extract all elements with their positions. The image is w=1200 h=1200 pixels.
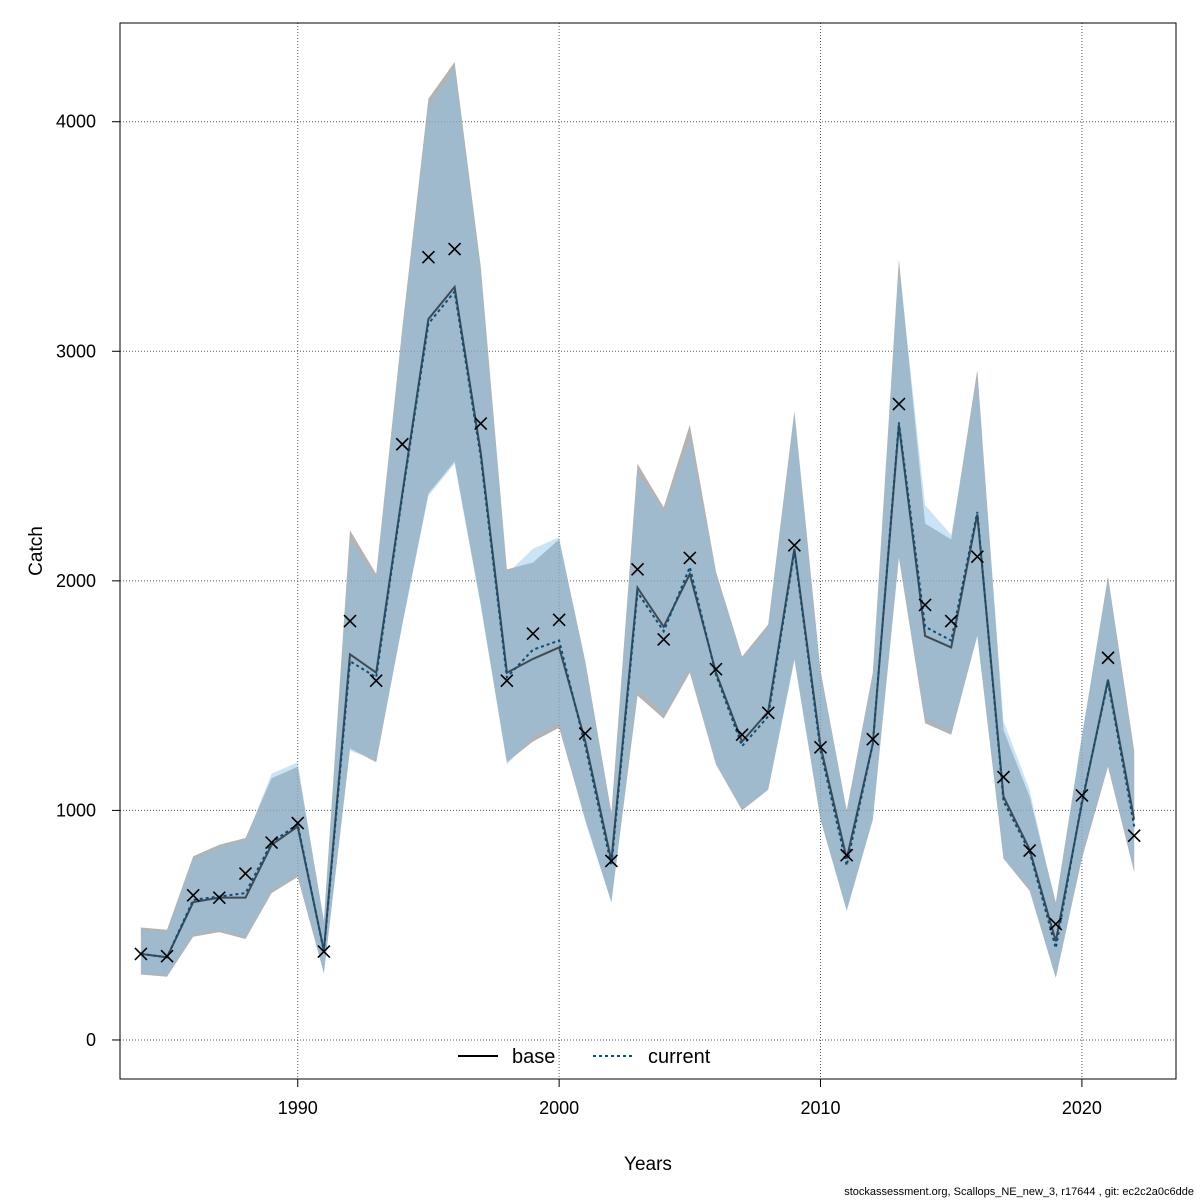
- y-tick-label-2000: 2000: [56, 571, 96, 591]
- series-lines: [140, 284, 1136, 959]
- observed-point-1985: [160, 949, 174, 963]
- x-axis-title: Years: [624, 1154, 672, 1175]
- observed-point-1995: [421, 250, 436, 264]
- observed-point-2019: [1049, 917, 1063, 931]
- observed-point-2000: [552, 613, 566, 627]
- observed-point-2011: [840, 848, 854, 862]
- observed-point-2012: [866, 732, 880, 746]
- observed-point-2020: [1075, 788, 1089, 803]
- observed-point-2003: [630, 562, 645, 576]
- observed-point-2010: [813, 740, 828, 754]
- y-axis-title: Catch: [26, 526, 47, 576]
- observed-point-2001: [578, 726, 592, 741]
- observed-point-2014: [918, 598, 932, 612]
- observed-point-2006: [709, 662, 723, 676]
- plot-frame: [119, 22, 1177, 1080]
- observed-point-2016: [970, 550, 984, 564]
- confidence-bands: [140, 62, 1135, 978]
- observed-point-1997: [474, 417, 488, 431]
- observed-point-2004: [657, 632, 671, 646]
- observed-point-1986: [186, 888, 200, 902]
- observed-markers: [134, 242, 1141, 963]
- x-tick-label-2010: 2010: [800, 1098, 840, 1118]
- x-tick-label-2020: 2020: [1062, 1098, 1102, 1118]
- observed-point-2008: [761, 706, 775, 720]
- observed-point-1991: [317, 945, 331, 959]
- observed-point-1990: [291, 816, 305, 830]
- observed-point-2022: [1127, 829, 1141, 843]
- observed-point-2013: [892, 397, 906, 411]
- observed-point-1992: [343, 614, 357, 628]
- observed-point-1998: [500, 674, 514, 688]
- y-tick-label-4000: 4000: [56, 112, 96, 132]
- observed-point-1989: [265, 835, 279, 850]
- observed-point-2007: [735, 728, 749, 742]
- band-base: [140, 62, 1135, 978]
- x-tick-label-2000: 2000: [539, 1098, 579, 1118]
- y-tick-label-3000: 3000: [56, 341, 96, 361]
- observed-point-1988: [238, 866, 253, 881]
- legend-current-label: current: [648, 1046, 711, 1068]
- observed-point-1993: [369, 674, 383, 688]
- x-axis: 1990 2000 2010 2020: [278, 1079, 1102, 1118]
- observed-point-2005: [683, 551, 697, 565]
- observed-point-2009: [787, 538, 801, 552]
- y-axis: 0 1000 2000 3000 4000: [56, 112, 120, 1050]
- band-current: [140, 68, 1135, 978]
- y-tick-label-1000: 1000: [56, 800, 96, 820]
- legend-base-label: base: [512, 1046, 555, 1068]
- observed-point-2018: [1023, 844, 1037, 858]
- x-tick-label-1990: 1990: [278, 1098, 318, 1118]
- observed-point-1994: [395, 437, 409, 451]
- observed-point-2021: [1101, 651, 1115, 665]
- observed-point-2002: [604, 854, 618, 868]
- legend: base current: [458, 1046, 711, 1068]
- observed-point-2015: [944, 614, 958, 628]
- observed-point-1999: [526, 627, 540, 641]
- y-tick-label-0: 0: [86, 1030, 96, 1050]
- footer-credit: stockassessment.org, Scallops_NE_new_3, …: [844, 1186, 1194, 1198]
- observed-point-1996: [448, 242, 462, 256]
- observed-point-1987: [212, 891, 226, 905]
- observed-point-2017: [996, 770, 1011, 784]
- line-current: [140, 289, 1136, 959]
- observed-point-1984: [134, 947, 148, 961]
